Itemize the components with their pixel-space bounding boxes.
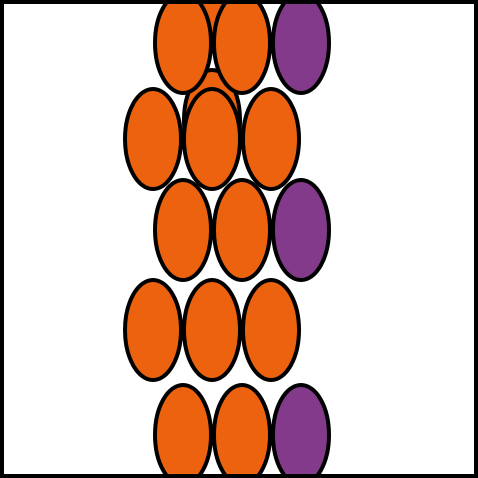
orange-piece-row-4-col-1[interactable] [123,278,183,382]
orange-piece-row-2-col-2[interactable] [182,87,242,191]
purple-piece-row-1-col-3[interactable] [271,0,331,95]
orange-piece-row-4-col-3[interactable] [241,278,301,382]
orange-piece-row-2-col-1[interactable] [123,87,183,191]
orange-piece-row-3-col-2[interactable] [212,178,272,282]
pieces-layer [123,0,331,478]
orange-piece-row-3-col-1[interactable] [153,178,213,282]
orange-piece-row-4-col-2[interactable] [182,278,242,382]
purple-piece-row-3-col-3[interactable] [271,178,331,282]
purple-piece-row-5-col-3[interactable] [271,383,331,478]
orange-piece-row-1-col-2[interactable] [212,0,272,95]
orange-piece-row-5-col-1[interactable] [153,383,213,478]
orange-piece-row-1-col-1[interactable] [153,0,213,95]
orange-piece-row-2-col-3[interactable] [241,87,301,191]
orange-piece-row-5-col-2[interactable] [212,383,272,478]
